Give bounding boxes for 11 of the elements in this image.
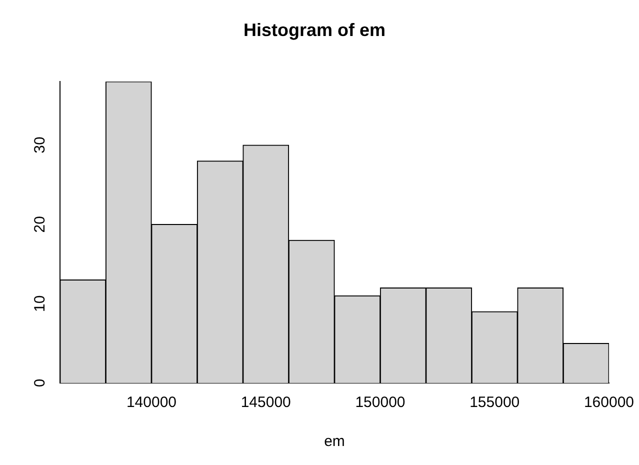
x-axis-title: em	[324, 433, 345, 450]
chart-title: Histogram of em	[243, 20, 386, 40]
y-tick-label: 10	[32, 295, 49, 312]
x-tick-label: 145000	[240, 394, 291, 412]
y-tick-label: 30	[32, 136, 49, 154]
x-tick-label: 155000	[470, 394, 520, 412]
x-tick-label: 140000	[126, 394, 177, 412]
x-tick-label: 160000	[584, 394, 634, 412]
y-tick-label: 0	[32, 378, 49, 388]
y-tick-label: 20	[32, 216, 49, 233]
x-tick-label: 150000	[355, 394, 406, 412]
